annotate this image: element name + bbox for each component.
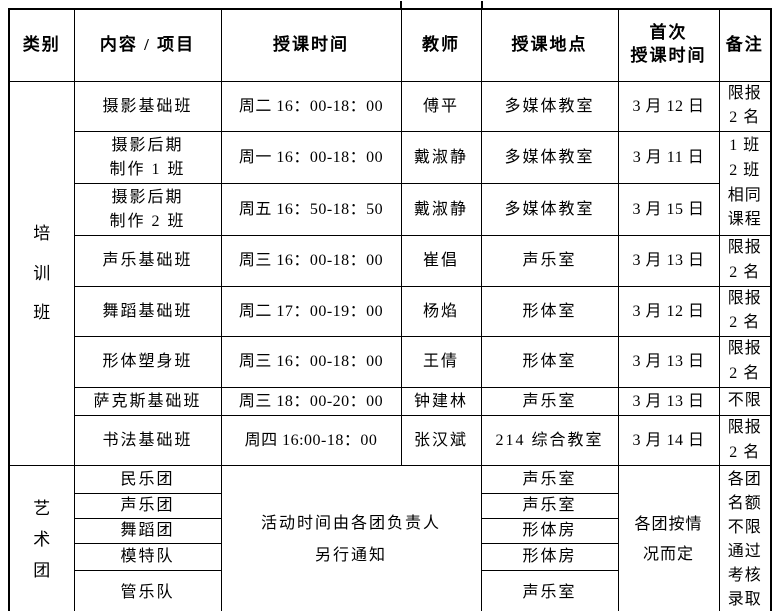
table-row: 摄影后期 制作 1 班 周一 16：00-18：00 戴淑静 多媒体教室 3 月… (9, 131, 772, 237)
header-category: 类别 (8, 8, 75, 82)
course-teacher: 戴淑静 (400, 183, 482, 237)
course-name: 摄影后期 制作 1 班 (73, 131, 222, 185)
table-row: 声乐基础班 周三 16：00-18：00 崔倡 声乐室 3 月 13 日 限报 … (9, 235, 772, 287)
troupe-name: 声乐团 (73, 493, 222, 519)
table-row: 舞蹈团 形体房 (9, 517, 771, 544)
course-name: 形体塑身班 (73, 336, 222, 388)
troupe-remark: 各团 名额 不限 通过 考核 录取 (718, 465, 772, 611)
troupe-location: 形体房 (480, 542, 619, 571)
troupe-time-notice: 活动时间由各团负责人 另行通知 (220, 465, 482, 611)
course-teacher: 傅平 (400, 80, 482, 133)
course-location: 声乐室 (480, 235, 619, 287)
header-teacher: 教师 (400, 8, 482, 82)
course-teacher: 戴淑静 (400, 131, 482, 185)
course-name: 舞蹈基础班 (73, 285, 222, 338)
header-time: 授课时间 (220, 8, 402, 82)
course-remark-merged: 1 班 2 班 相同 课程 (718, 131, 772, 237)
troupe-location: 形体房 (480, 517, 619, 544)
course-teacher: 崔倡 (400, 235, 482, 287)
course-teacher: 杨焰 (400, 285, 482, 338)
course-teacher: 张汉斌 (400, 414, 482, 467)
table-row: 模特队 形体房 (9, 542, 771, 571)
course-first-date: 3 月 11 日 (617, 131, 720, 185)
table-row: 培 训 班 摄影基础班 周二 16：00-18：00 傅平 多媒体教室 3 月 … (8, 80, 772, 467)
troupe-name: 舞蹈团 (73, 517, 222, 544)
course-name: 摄影后期 制作 2 班 (73, 183, 222, 237)
course-first-date: 3 月 12 日 (617, 80, 720, 133)
crop-artifact-tick (481, 1, 483, 8)
course-time: 周三 18：00-20：00 (220, 386, 402, 416)
course-remark: 不限 (718, 386, 772, 416)
course-first-date: 3 月 13 日 (617, 336, 720, 388)
troupe-first-date: 各团按情 况而定 (617, 465, 720, 611)
course-time: 周五 16：50-18：50 (220, 183, 402, 237)
table-row: 萨克斯基础班 周三 18：00-20：00 钟建林 声乐室 3 月 13 日 不… (9, 386, 772, 416)
course-time: 周三 16：00-18：00 (220, 336, 402, 388)
troupe-name: 民乐团 (73, 465, 222, 495)
crop-artifact-tick (400, 1, 402, 8)
header-row: 类别 内容 / 项目 授课时间 教师 授课地点 首次 授课时间 备注 (8, 8, 772, 82)
course-first-date: 3 月 13 日 (617, 386, 720, 416)
course-first-date: 3 月 14 日 (617, 414, 720, 467)
course-teacher: 王倩 (400, 336, 482, 388)
course-location: 多媒体教室 (480, 183, 619, 237)
course-location: 多媒体教室 (480, 80, 619, 133)
course-time: 周一 16：00-18：00 (220, 131, 402, 185)
course-teacher: 钟建林 (400, 386, 482, 416)
category-training: 培 训 班 (8, 80, 75, 467)
table-row: 摄影后期 制作 2 班 周五 16：50-18：50 戴淑静 多媒体教室 3 月… (9, 183, 771, 237)
course-name: 萨克斯基础班 (73, 386, 222, 416)
troupe-location: 声乐室 (480, 569, 619, 611)
course-name: 书法基础班 (73, 414, 222, 467)
course-remark: 限报 2 名 (718, 235, 772, 287)
header-location: 授课地点 (480, 8, 619, 82)
troupe-location: 声乐室 (480, 465, 619, 495)
course-location: 形体室 (480, 336, 619, 388)
course-location: 214 综合教室 (480, 414, 619, 467)
troupe-location: 声乐室 (480, 493, 619, 519)
header-remark: 备注 (718, 8, 772, 82)
category-troupe: 艺 术 团 (8, 465, 75, 611)
course-first-date: 3 月 15 日 (617, 183, 720, 237)
class-schedule-table: 类别 内容 / 项目 授课时间 教师 授课地点 首次 授课时间 备注 培 训 班… (8, 8, 772, 611)
table-row: 艺 术 团 民乐团 活动时间由各团负责人 另行通知 声乐室 各团按情 况而定 各… (8, 465, 772, 611)
table-row: 书法基础班 周四 16:00-18：00 张汉斌 214 综合教室 3 月 14… (9, 414, 772, 467)
course-name: 摄影基础班 (73, 80, 222, 133)
troupe-name: 模特队 (73, 542, 222, 571)
table-row: 舞蹈基础班 周二 17：00-19：00 杨焰 形体室 3 月 12 日 限报 … (9, 285, 772, 338)
course-name: 声乐基础班 (73, 235, 222, 287)
course-location: 多媒体教室 (480, 131, 619, 185)
course-location: 形体室 (480, 285, 619, 338)
table-row: 形体塑身班 周三 16：00-18：00 王倩 形体室 3 月 13 日 限报 … (9, 336, 772, 388)
course-first-date: 3 月 13 日 (617, 235, 720, 287)
course-remark: 限报 2 名 (718, 414, 772, 467)
table-row: 声乐团 声乐室 (9, 493, 771, 519)
course-time: 周二 17：00-19：00 (220, 285, 402, 338)
header-first-time: 首次 授课时间 (617, 8, 720, 82)
course-remark: 限报 2 名 (718, 285, 772, 338)
course-remark: 限报 2 名 (718, 80, 772, 133)
table-row: 管乐队 声乐室 (9, 569, 771, 611)
course-location: 声乐室 (480, 386, 619, 416)
course-time: 周二 16：00-18：00 (220, 80, 402, 133)
header-item: 内容 / 项目 (73, 8, 222, 82)
course-time: 周四 16:00-18：00 (220, 414, 402, 467)
course-remark: 限报 2 名 (718, 336, 772, 388)
course-first-date: 3 月 12 日 (617, 285, 720, 338)
course-time: 周三 16：00-18：00 (220, 235, 402, 287)
troupe-name: 管乐队 (73, 569, 222, 611)
